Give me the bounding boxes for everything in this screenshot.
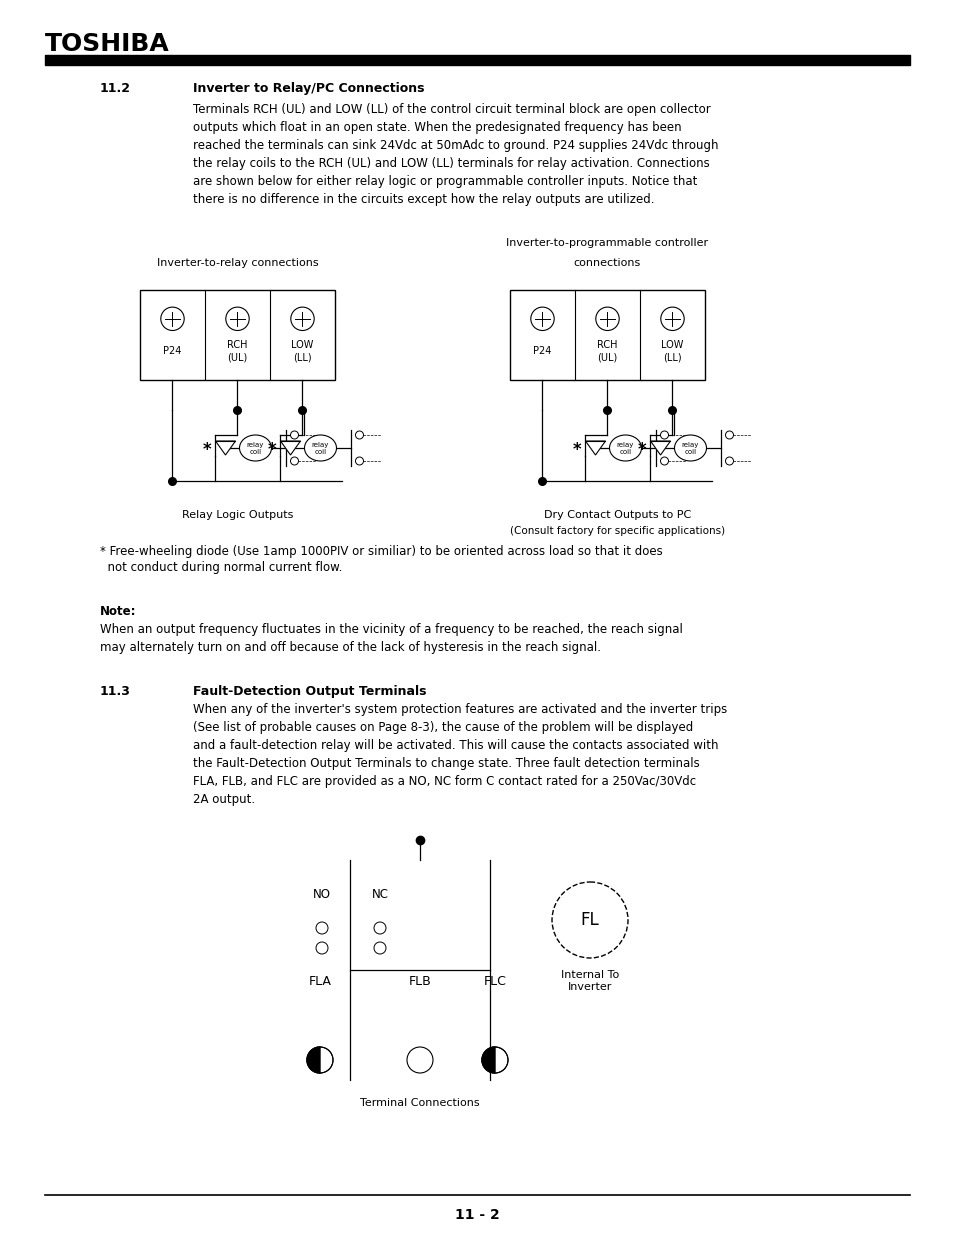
Text: relay
coil: relay coil xyxy=(247,441,264,454)
Polygon shape xyxy=(585,441,605,454)
Circle shape xyxy=(530,308,554,331)
Text: FLC: FLC xyxy=(483,974,506,988)
Circle shape xyxy=(226,308,249,331)
Text: P24: P24 xyxy=(163,346,181,356)
Ellipse shape xyxy=(674,435,706,461)
Circle shape xyxy=(724,457,733,466)
Text: relay
coil: relay coil xyxy=(617,441,634,454)
Circle shape xyxy=(315,942,328,953)
Circle shape xyxy=(355,457,363,466)
Circle shape xyxy=(374,923,386,934)
Text: Inverter to Relay/PC Connections: Inverter to Relay/PC Connections xyxy=(193,82,424,95)
Text: RCH
(UL): RCH (UL) xyxy=(227,341,248,362)
Text: RCH
(UL): RCH (UL) xyxy=(597,341,618,362)
Circle shape xyxy=(660,308,683,331)
Circle shape xyxy=(481,1047,507,1073)
Text: *: * xyxy=(573,441,581,459)
Ellipse shape xyxy=(609,435,640,461)
Text: FL: FL xyxy=(580,911,598,929)
Text: Dry Contact Outputs to PC: Dry Contact Outputs to PC xyxy=(543,510,690,520)
Text: relay
coil: relay coil xyxy=(312,441,329,454)
Bar xyxy=(510,290,704,380)
Text: relay
coil: relay coil xyxy=(681,441,699,454)
Circle shape xyxy=(407,1047,433,1073)
Polygon shape xyxy=(215,441,235,454)
Polygon shape xyxy=(307,1047,319,1073)
Text: FLA: FLA xyxy=(308,974,331,988)
Text: Inverter-to-programmable controller: Inverter-to-programmable controller xyxy=(506,238,708,248)
Text: NO: NO xyxy=(313,888,331,902)
Text: connections: connections xyxy=(574,258,640,268)
Circle shape xyxy=(596,308,618,331)
Text: Note:: Note: xyxy=(100,605,136,618)
Ellipse shape xyxy=(239,435,272,461)
Text: FLB: FLB xyxy=(408,974,431,988)
Circle shape xyxy=(659,431,668,438)
Circle shape xyxy=(659,457,668,466)
Circle shape xyxy=(315,923,328,934)
Text: P24: P24 xyxy=(533,346,551,356)
Text: 11 - 2: 11 - 2 xyxy=(455,1208,498,1221)
Ellipse shape xyxy=(304,435,336,461)
Polygon shape xyxy=(280,441,300,454)
Text: * Free-wheeling diode (Use 1amp 1000PIV or similiar) to be oriented across load : * Free-wheeling diode (Use 1amp 1000PIV … xyxy=(100,545,662,558)
Text: 11.2: 11.2 xyxy=(100,82,131,95)
Circle shape xyxy=(291,308,314,331)
Text: NC: NC xyxy=(371,888,388,902)
Polygon shape xyxy=(650,441,670,454)
Circle shape xyxy=(552,882,627,958)
Text: Internal To
Inverter: Internal To Inverter xyxy=(560,969,618,992)
Text: Inverter-to-relay connections: Inverter-to-relay connections xyxy=(156,258,318,268)
Circle shape xyxy=(161,308,184,331)
Text: Fault-Detection Output Terminals: Fault-Detection Output Terminals xyxy=(193,685,426,698)
Circle shape xyxy=(291,431,298,438)
Text: LOW
(LL): LOW (LL) xyxy=(291,341,314,362)
Text: Relay Logic Outputs: Relay Logic Outputs xyxy=(182,510,293,520)
Text: When any of the inverter's system protection features are activated and the inve: When any of the inverter's system protec… xyxy=(193,703,726,806)
Text: *: * xyxy=(638,441,646,459)
Circle shape xyxy=(291,457,298,466)
Text: LOW
(LL): LOW (LL) xyxy=(660,341,683,362)
Bar xyxy=(140,290,335,380)
Text: When an output frequency fluctuates in the vicinity of a frequency to be reached: When an output frequency fluctuates in t… xyxy=(100,622,682,655)
Circle shape xyxy=(355,431,363,438)
Text: *: * xyxy=(268,441,276,459)
Circle shape xyxy=(724,431,733,438)
Text: Terminal Connections: Terminal Connections xyxy=(360,1098,479,1108)
Text: TOSHIBA: TOSHIBA xyxy=(45,32,170,56)
Text: *: * xyxy=(203,441,212,459)
Text: (Consult factory for specific applications): (Consult factory for specific applicatio… xyxy=(510,526,724,536)
Text: Terminals RCH (UL) and LOW (LL) of the control circuit terminal block are open c: Terminals RCH (UL) and LOW (LL) of the c… xyxy=(193,103,718,206)
Text: 11.3: 11.3 xyxy=(100,685,131,698)
Circle shape xyxy=(307,1047,333,1073)
Text: not conduct during normal current flow.: not conduct during normal current flow. xyxy=(100,561,342,574)
Circle shape xyxy=(374,942,386,953)
Polygon shape xyxy=(481,1047,495,1073)
